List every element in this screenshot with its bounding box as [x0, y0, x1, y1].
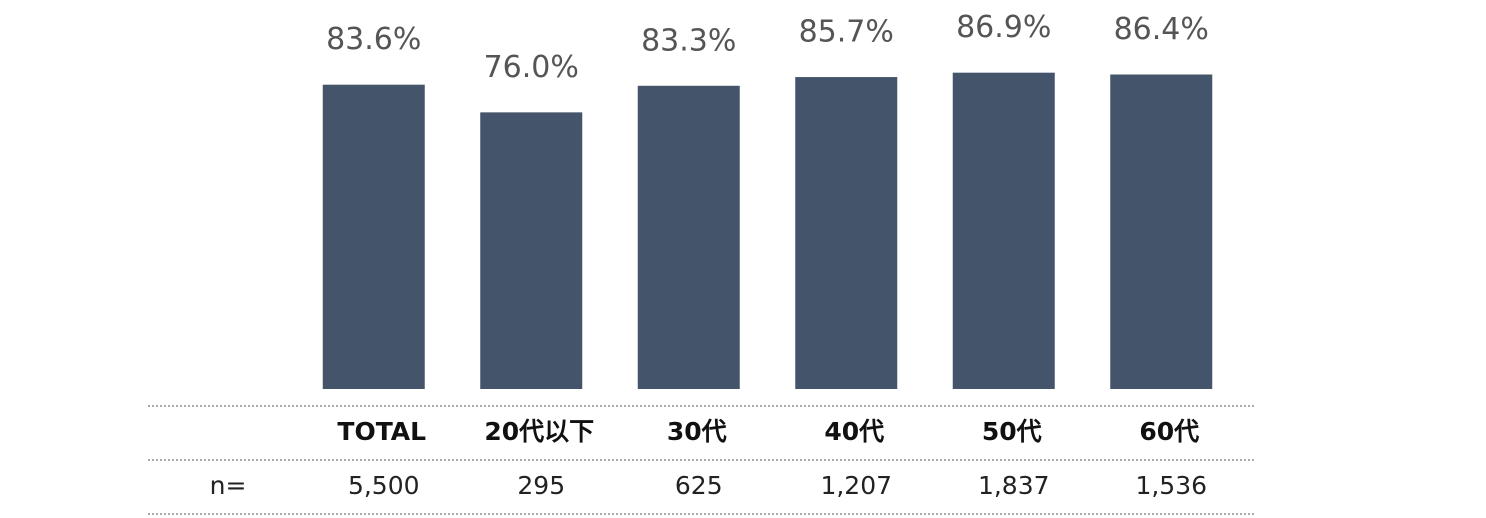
value-label: 83.6% [326, 22, 421, 57]
category-label: 50代 [982, 417, 1042, 446]
category-label: 30代 [667, 417, 727, 446]
bar [1110, 74, 1213, 389]
value-label: 85.7% [799, 15, 894, 50]
n-value: 625 [675, 471, 723, 500]
n-value: 5,500 [348, 471, 420, 500]
n-value: 1,207 [820, 471, 892, 500]
n-value: 1,837 [978, 471, 1050, 500]
bar [322, 84, 425, 390]
category-label: 40代 [824, 417, 884, 446]
n-value: 295 [517, 471, 565, 500]
category-label: TOTAL [337, 417, 426, 446]
category-label: 20代以下 [484, 417, 594, 446]
bar [952, 72, 1055, 390]
value-label: 86.4% [1114, 12, 1209, 47]
value-label: 83.3% [641, 23, 736, 58]
n-label: n= [210, 471, 247, 500]
category-label: 60代 [1139, 417, 1199, 446]
bar [795, 77, 898, 389]
value-label: 76.0% [484, 50, 579, 85]
bar [480, 112, 583, 390]
bar [637, 85, 740, 390]
n-value: 1,536 [1135, 471, 1207, 500]
value-label: 86.9% [956, 10, 1051, 45]
